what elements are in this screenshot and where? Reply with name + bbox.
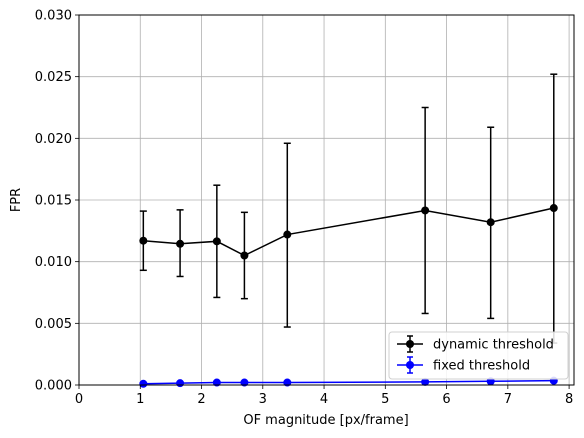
- legend-marker: [406, 361, 414, 369]
- x-tick-label: 4: [320, 392, 328, 407]
- x-tick-label: 5: [381, 392, 389, 407]
- series-line: [143, 379, 554, 385]
- data-point: [486, 218, 495, 227]
- y-axis-label: FPR: [9, 188, 24, 212]
- legend-label: dynamic threshold: [433, 338, 554, 353]
- data-point: [421, 377, 430, 386]
- series-dynamic-threshold: [139, 73, 558, 344]
- data-point: [549, 204, 558, 213]
- x-axis-ticks: 0 1 2 3 4 5 6 7 8: [75, 385, 573, 407]
- legend-label: fixed threshold: [433, 359, 530, 374]
- legend-entry: dynamic threshold: [397, 335, 554, 353]
- legend: dynamic threshold fixed threshold: [388, 331, 569, 380]
- data-point: [283, 230, 292, 239]
- x-tick-label: 7: [504, 392, 512, 407]
- x-tick-label: 8: [565, 392, 573, 407]
- x-tick-label: 3: [259, 392, 267, 407]
- y-axis-ticks: 0.000 0.005 0.010 0.015 0.020 0.025 0.030: [35, 9, 79, 394]
- y-tick-label: 0.010: [35, 255, 72, 270]
- grid-lines: [78, 14, 574, 386]
- data-point: [139, 379, 148, 388]
- legend-entry: fixed threshold: [397, 356, 530, 374]
- series-line: [143, 207, 554, 257]
- data-point: [212, 237, 221, 246]
- y-tick-label: 0.020: [35, 132, 72, 147]
- x-tick-label: 6: [442, 392, 450, 407]
- data-point: [176, 379, 185, 388]
- y-tick-label: 0.025: [35, 70, 72, 85]
- y-tick-label: 0.015: [35, 194, 72, 209]
- data-point: [240, 251, 249, 260]
- y-tick-label: 0.000: [35, 379, 72, 394]
- legend-box: [388, 331, 569, 380]
- x-tick-label: 2: [197, 392, 205, 407]
- x-tick-label: 0: [75, 392, 83, 407]
- y-tick-label: 0.005: [35, 317, 72, 332]
- data-point: [139, 236, 148, 245]
- x-axis-label: OF magnitude [px/frame]: [243, 413, 408, 428]
- y-tick-label: 0.030: [35, 9, 72, 24]
- legend-marker: [406, 340, 414, 348]
- data-point: [421, 206, 430, 215]
- x-tick-label: 1: [136, 392, 144, 407]
- data-point: [176, 239, 185, 248]
